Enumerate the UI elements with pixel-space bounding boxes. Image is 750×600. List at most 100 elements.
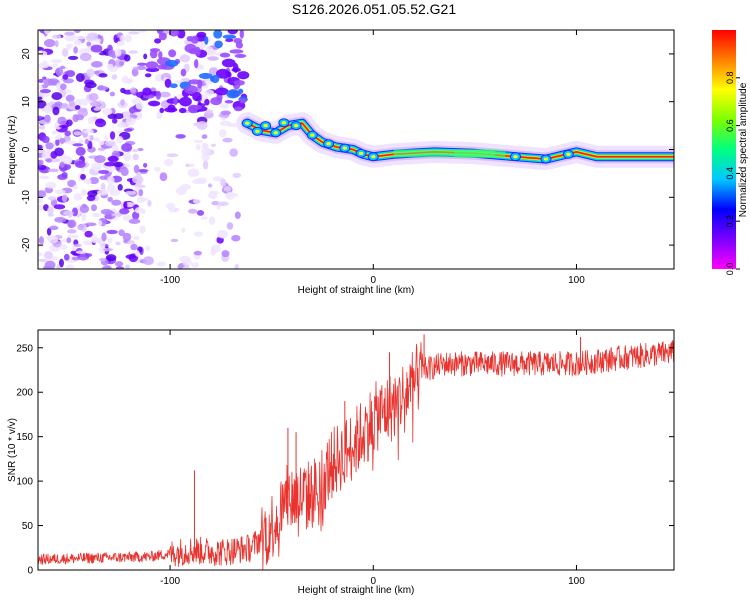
spectrogram-noise-cell [233,79,245,86]
spectrogram-noise-cell [225,38,234,43]
spectrogram-noise-cell [156,261,167,267]
spectrogram-noise-cell [75,73,85,82]
spectrogram-noise-cell [66,264,74,269]
spectrogram-noise-cell [81,212,86,222]
spectrogram-noise-cell [234,106,243,112]
spectrogram-noise-cell [38,197,44,204]
spectrogram-noise-cell [67,229,77,234]
spectrogram-noise-cell [208,216,216,225]
spectrogram-noise-cell [229,49,244,54]
spectrogram-noise-cell [159,91,171,98]
spectrogram-noise-cell [58,258,64,268]
spectrogram-noise-cell [51,59,63,64]
spectrogram-noise-cell [75,250,87,254]
spectrogram-noise-cell [75,114,84,121]
spectrogram-noise-cell [107,196,113,202]
spectrogram-noise-cell [91,61,103,68]
spectrogram-noise-cell [111,199,122,206]
colorbar-tick-label: 0.8 [725,72,735,85]
spectrogram-noise-cell [66,237,72,244]
spectrogram-noise-cell [138,184,146,188]
spectrogram-noise-cell [89,134,94,141]
spectrogram-noise-cell [194,139,203,143]
colorbar-tick-label: 0.2 [725,215,735,228]
spectrogram-ridge-band [454,149,506,158]
spectrogram-noise-cell [210,244,221,253]
spectrogram-noise-cell [213,30,223,39]
spectrogram-noise-cell [111,74,118,80]
spectrogram-noise-cell [193,250,202,256]
spectrogram-noise-cell [54,189,66,195]
spectrogram-noise-cell [49,225,59,231]
spectrogram-noise-cell [137,147,144,152]
spectrogram-noise-cell [58,244,68,250]
spectrogram-noise-cell [122,232,132,242]
snr-y-tick-label: 0 [27,566,33,577]
spectrogram-noise-cell [227,71,232,78]
spectrogram-noise-cell [67,219,77,228]
spectrogram-noise-cell [115,261,124,267]
spectrogram-noise-cell [169,83,178,89]
spectrogram-noise-cell [226,89,240,99]
spectrogram-noise-cell [120,167,129,177]
spectrogram-noise-cell [38,78,44,83]
spectrogram-ridge-blob-core [358,151,364,155]
spectrogram-noise-cell [184,43,197,53]
spectrogram-ridge-blob-core [273,131,278,135]
spectrogram-noise-cell [137,62,148,66]
spectrogram-noise-cell [50,198,58,207]
spectrogram-noise-cell [155,90,161,100]
spectrogram-y-tick-label: 20 [21,48,32,60]
spectrogram-noise-cell [215,68,230,79]
spectrogram-noise-cell [142,87,152,96]
spectrogram-ridge-band [393,149,496,158]
spectrogram-noise-cell [119,208,130,215]
spectrogram-noise-cell [74,160,86,169]
colorbar-ticks: 0.0 0.2 0.4 0.6 0.8 [725,72,740,275]
spectrogram-noise-cell [107,155,119,163]
spectrogram-noise-cell [45,142,54,150]
spectrogram-noise-cell [93,70,100,75]
snr-series-line [38,339,674,570]
spectrogram-noise-cell [51,130,58,135]
spectrogram-noise-cell [90,44,103,53]
spectrogram-ridge-blob-core [293,124,299,128]
spectrogram-noise-cell [38,84,43,90]
spectrogram-noise-cell [83,240,93,246]
spectrogram-noise-cell [119,61,125,66]
spectrogram-noise-cell [148,100,161,107]
spectrogram-noise-cell [107,237,113,244]
spectrogram-noise-cell [121,143,133,152]
spectrogram-noise-cell [187,168,200,177]
spectrogram-noise-cell [238,88,244,94]
spectrogram-noise-cell [78,98,91,106]
spectrogram-noise-cell [63,210,74,216]
spectrogram-y-tick-label: -20 [21,237,32,252]
spectrogram-noise-cell [143,162,148,168]
spectrogram-noise-cell [84,178,92,185]
spectrogram-noise-cell [192,91,202,102]
spectrogram-noise-cell [207,183,213,188]
spectrogram-noise-cell [98,73,108,78]
spectrogram-noise-cell [50,151,58,159]
spectrogram-noise-cell [154,38,162,44]
spectrogram-noise-cell [99,239,106,249]
spectrogram-noise-cell [54,216,67,223]
spectrogram-noise-cell [196,210,205,216]
spectrogram-noise-cell [234,211,241,219]
spectrogram-y-axis-label: Frequency (Hz) [7,116,18,185]
spectrogram-noise-cell [93,137,100,142]
snr-x-tick-label: 0 [370,576,376,587]
spectrogram-noise-cell [204,98,210,106]
spectrogram-noise-cell [210,97,222,106]
spectrogram-noise-cell [204,89,215,96]
spectrogram-noise-cell [38,258,48,263]
spectrogram-noise-cell [134,207,144,214]
spectrogram-noise-cell [145,61,159,69]
spectrogram-noise-cell [44,30,51,35]
spectrogram-noise-cell [65,46,71,51]
spectrogram-noise-cell [66,140,78,145]
spectrogram-noise-cell [123,201,128,210]
spectrogram-noise-cell [130,87,137,94]
spectrogram-noise-cell [136,196,145,204]
